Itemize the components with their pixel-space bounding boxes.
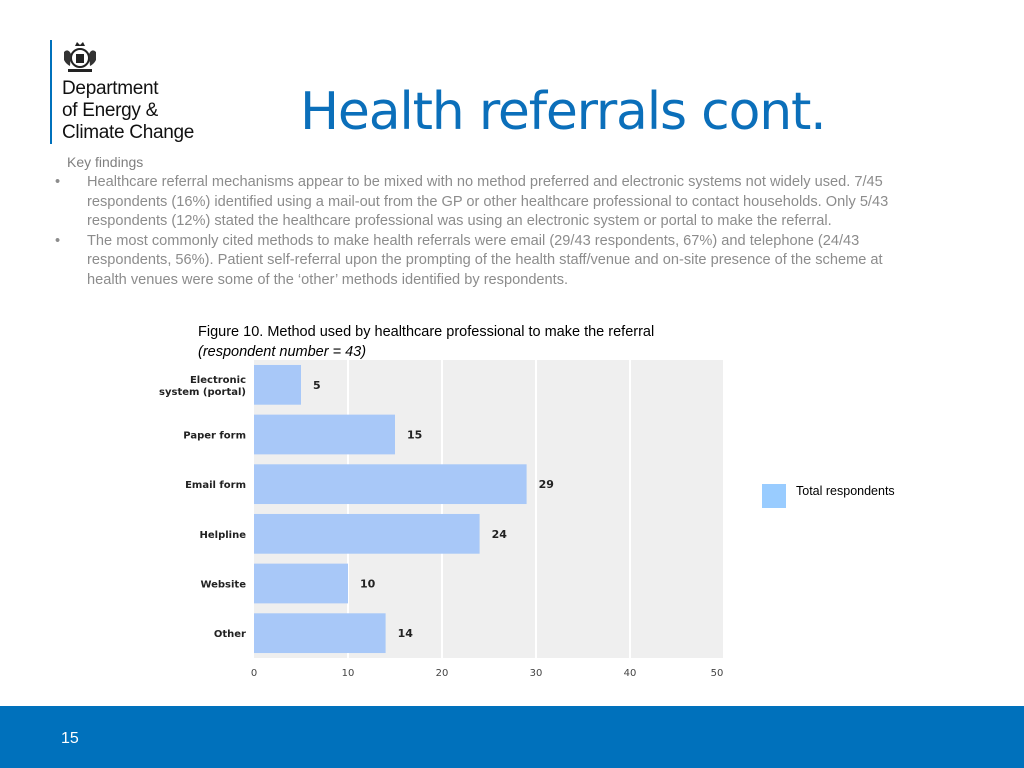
legend-swatch (762, 484, 786, 508)
category-label: Website (200, 580, 246, 591)
x-tick-label: 20 (436, 668, 449, 679)
finding-text: Healthcare referral mechanisms appear to… (87, 174, 889, 230)
finding-bullet: • The most commonly cited methods to mak… (52, 232, 912, 291)
category-label: system (portal) (159, 387, 246, 398)
x-tick-label: 40 (624, 668, 637, 679)
x-tick-label: 10 (342, 668, 355, 679)
bar-data-label: 24 (492, 528, 508, 541)
finding-text: The most commonly cited methods to make … (87, 232, 883, 288)
plot-area (254, 360, 724, 658)
figure-caption-main: Figure 10. Method used by healthcare pro… (198, 324, 655, 340)
footer-bar: 15 (0, 706, 1024, 768)
department-logo: Department of Energy & Climate Change (50, 40, 230, 150)
bullet-dot-icon: • (55, 174, 61, 190)
bar-data-label: 5 (313, 379, 321, 392)
bar-data-label: 15 (407, 429, 422, 442)
bar-data-label: 29 (539, 478, 554, 491)
bar (254, 464, 527, 505)
chart-legend: Total respondents (762, 484, 895, 508)
key-findings-heading: Key findings (67, 154, 144, 170)
category-label: Other (214, 629, 246, 640)
x-tick-label: 0 (251, 668, 257, 679)
royal-crest-icon (64, 42, 96, 72)
bar (254, 513, 480, 554)
legend-label: Total respondents (796, 484, 895, 498)
bar (254, 563, 348, 604)
slide-title: Health referrals cont. (300, 82, 827, 142)
bar (254, 414, 395, 455)
logo-line-1: Department (62, 78, 159, 99)
bar (254, 364, 301, 405)
page-number: 15 (61, 730, 79, 747)
key-findings-list: • Healthcare referral mechanisms appear … (52, 173, 912, 291)
x-tick-label: 30 (530, 668, 543, 679)
category-label: Helpline (200, 530, 247, 541)
bar-data-label: 10 (360, 578, 376, 591)
category-label: Electronic (190, 375, 246, 386)
logo-line-3: Climate Change (62, 122, 195, 143)
figure-caption: Figure 10. Method used by healthcare pro… (198, 322, 658, 362)
logo-line-2: of Energy & (62, 100, 158, 121)
figure-caption-note: (respondent number = 43) (198, 344, 367, 360)
logo-wordmark: Department of Energy & Climate Change (62, 78, 194, 144)
x-tick-label: 50 (711, 668, 724, 679)
bar-data-label: 14 (398, 627, 414, 640)
category-label: Paper form (183, 431, 246, 442)
bar (254, 613, 386, 654)
category-label: Email form (185, 480, 246, 491)
finding-bullet: • Healthcare referral mechanisms appear … (52, 173, 912, 232)
logo-divider (50, 40, 52, 144)
bullet-dot-icon: • (55, 232, 61, 249)
